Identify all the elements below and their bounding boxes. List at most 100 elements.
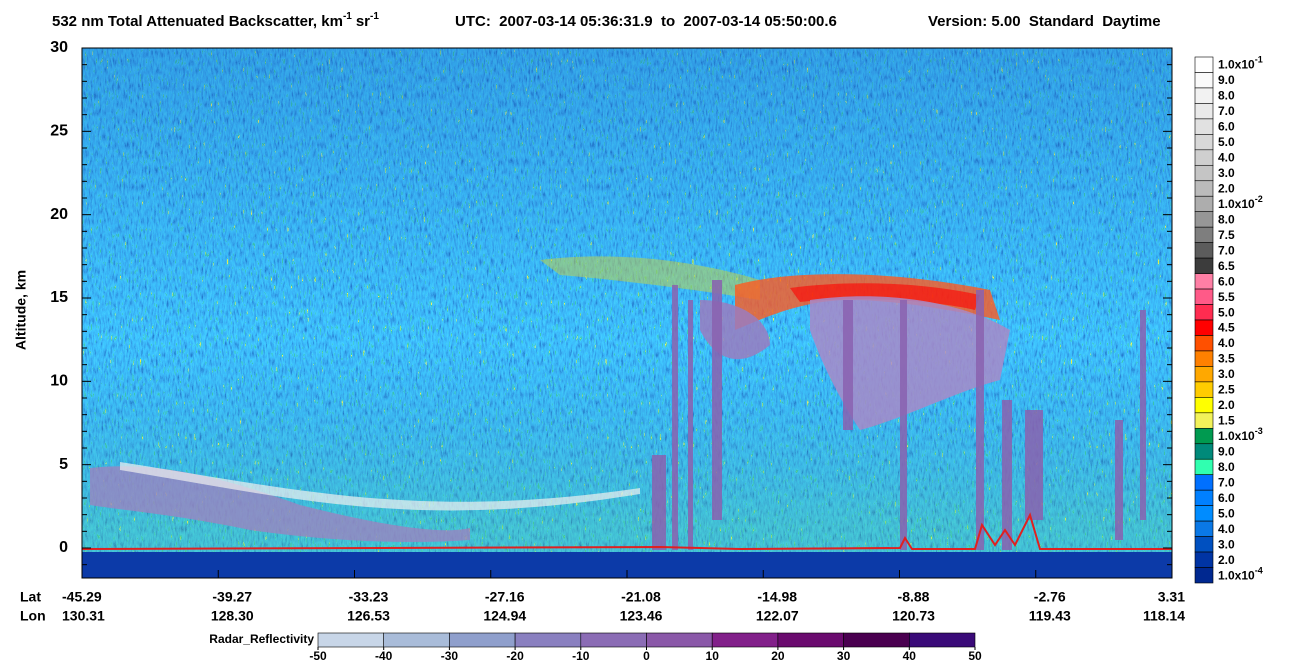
radar-colorbar-tick-label: 20 (771, 649, 785, 663)
colorbar-label: 5.0 (1218, 135, 1235, 149)
colorbar-swatch (1194, 134, 1214, 151)
colorbar-swatch (1194, 288, 1214, 305)
colorbar-label: 6.0 (1218, 274, 1235, 288)
colorbar-label: 3.5 (1218, 352, 1235, 366)
y-axis-label: Altitude, km (13, 270, 29, 350)
colorbar-label-text: 1.0x10 (1218, 58, 1255, 72)
x-tick-label: -27.16 (485, 589, 525, 605)
colorbar-label-text: 9.0 (1218, 73, 1235, 87)
colorbar-label: 8.0 (1218, 213, 1235, 227)
x-tick-label: 124.94 (483, 608, 526, 624)
colorbar-label-text: 7.0 (1218, 244, 1235, 258)
colorbar-label: 9.0 (1218, 73, 1235, 87)
x-tick-label: 119.43 (1029, 608, 1071, 624)
colorbar-label: 1.5 (1218, 414, 1235, 428)
radar-colorbar-swatch (317, 632, 384, 648)
colorbar-label: 3.0 (1218, 166, 1235, 180)
colorbar-swatch (1194, 397, 1214, 414)
colorbar-swatch (1194, 505, 1214, 522)
colorbar-swatch (1194, 72, 1214, 89)
colorbar-swatch (1194, 149, 1214, 166)
colorbar-label-exp: -3 (1255, 426, 1263, 436)
colorbar-label: 5.0 (1218, 507, 1235, 521)
y-tick-label: 5 (59, 456, 68, 473)
y-tick-label: 10 (50, 373, 68, 390)
colorbar-swatch (1194, 118, 1214, 135)
x-tick-label: 118.14 (1143, 608, 1185, 624)
colorbar-swatch (1194, 180, 1214, 197)
colorbar-label-text: 1.0x10 (1218, 429, 1255, 443)
radar-colorbar-swatch (383, 632, 450, 648)
colorbar-label: 2.0 (1218, 182, 1235, 196)
colorbar-label-text: 5.0 (1218, 507, 1235, 521)
colorbar-label-exp: -1 (1255, 55, 1263, 65)
colorbar-label: 2.0 (1218, 553, 1235, 567)
colorbar-label: 7.5 (1218, 228, 1235, 242)
colorbar-swatch (1194, 319, 1214, 336)
surface-return (82, 512, 1172, 551)
colorbar-label: 7.0 (1218, 244, 1235, 258)
colorbar-label-text: 4.0 (1218, 151, 1235, 165)
x-tick-label: -2.76 (1034, 589, 1066, 605)
title-main: 532 nm Total Attenuated Backscatter, km (52, 13, 343, 30)
colorbar-label-text: 7.0 (1218, 476, 1235, 490)
colorbar-label: 9.0 (1218, 445, 1235, 459)
radar-cloud (90, 466, 470, 542)
colorbar-swatch (1194, 443, 1214, 460)
colorbar-label: 4.0 (1218, 336, 1235, 350)
radar-colorbar-tick-label: 30 (837, 649, 851, 663)
x-row-name: Lat (20, 589, 41, 605)
cirrus-thin (540, 256, 760, 300)
x-tick-label: 128.30 (211, 608, 254, 624)
colorbar-label: 1.0x10-2 (1218, 194, 1263, 211)
radar-colorbar-swatch (646, 632, 713, 648)
low-cloud-top (120, 462, 640, 511)
colorbar-label: 6.0 (1218, 120, 1235, 134)
y-tick-label: 30 (50, 39, 68, 56)
colorbar-label: 7.0 (1218, 104, 1235, 118)
colorbar-label: 8.0 (1218, 460, 1235, 474)
radar-colorbar-tick-label: 10 (706, 649, 720, 663)
colorbar-label-text: 1.0x10 (1218, 197, 1255, 211)
colorbar-swatch (1194, 164, 1214, 182)
colorbar-label-text: 8.0 (1218, 89, 1235, 103)
colorbar-label: 4.0 (1218, 151, 1235, 165)
colorbar-swatch (1194, 226, 1214, 243)
title-sup: -1 (370, 11, 379, 22)
x-tick-label: -14.98 (757, 589, 797, 605)
colorbar-label: 1.0x10-4 (1218, 566, 1263, 583)
colorbar-swatch (1194, 412, 1214, 429)
radar-colorbar-tick-label: 40 (903, 649, 917, 663)
title-version: Version: 5.00 Standard Daytime (928, 13, 1161, 30)
colorbar-swatch (1194, 103, 1214, 120)
radar-cloud (810, 296, 1010, 430)
colorbar-label-text: 6.5 (1218, 259, 1235, 273)
colorbar-label: 3.0 (1218, 537, 1235, 551)
radar-colorbar-tick-label: -10 (572, 649, 590, 663)
colorbar-swatch (1194, 195, 1214, 213)
x-tick-label: 120.73 (892, 608, 935, 624)
x-tick-label: 126.53 (347, 608, 390, 624)
cirrus-core (790, 283, 980, 310)
radar-colorbar-swatch (777, 632, 844, 648)
y-tick-label: 15 (50, 289, 68, 306)
colorbar-swatch (1194, 87, 1214, 104)
colorbar-label: 4.5 (1218, 321, 1235, 335)
y-tick-label: 20 (50, 206, 68, 223)
colorbar-label-text: 5.5 (1218, 290, 1235, 304)
colorbar-swatch (1194, 474, 1214, 491)
colorbar-swatch (1194, 304, 1214, 321)
radar-colorbar-tick-label: -30 (441, 649, 459, 663)
colorbar-swatch (1194, 458, 1214, 476)
colorbar-swatch (1194, 350, 1214, 367)
colorbar-swatch (1194, 489, 1214, 506)
radar-colorbar-tick-label: -40 (375, 649, 393, 663)
colorbar-label-text: 1.0x10 (1218, 568, 1255, 582)
x-row-name: Lon (20, 608, 46, 624)
colorbar-label-text: 3.0 (1218, 537, 1235, 551)
colorbar-label-text: 4.5 (1218, 321, 1235, 335)
colorbar-label: 7.0 (1218, 476, 1235, 490)
x-tick-label: 122.07 (756, 608, 799, 624)
colorbar-swatch (1194, 273, 1214, 290)
